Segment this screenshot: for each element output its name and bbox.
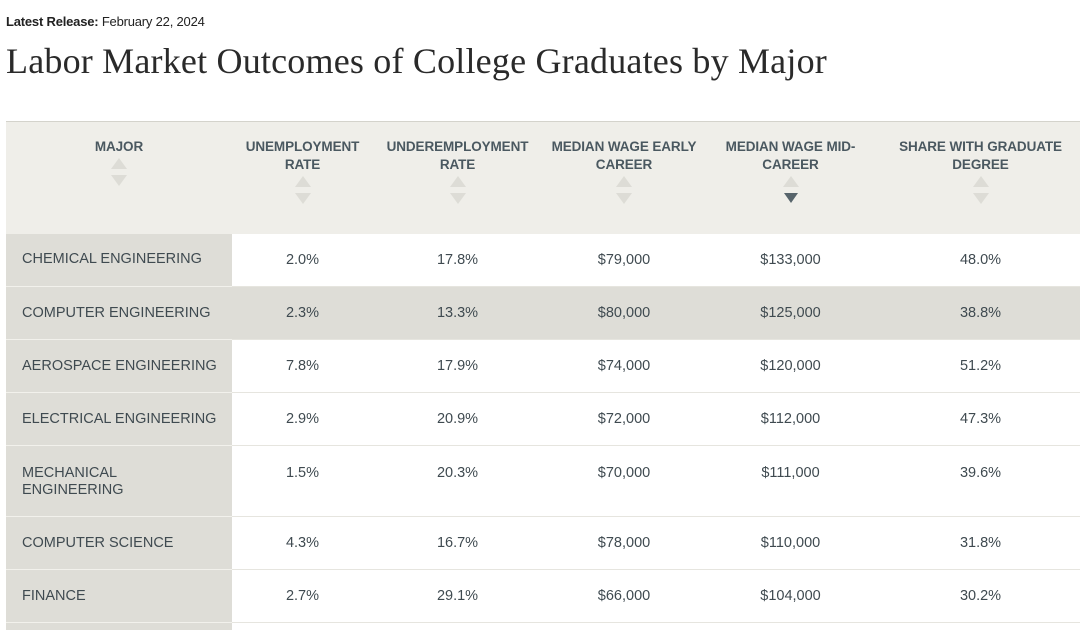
column-header-label: UNEMPLOYMENT RATE	[245, 139, 360, 172]
underemployment-rate-cell: 20.3%	[373, 445, 542, 517]
median-wage-mid-cell: $133,000	[706, 233, 875, 287]
unemployment-rate-cell: 2.3%	[232, 286, 373, 340]
major-cell: ELECTRICAL ENGINEERING	[6, 392, 232, 446]
column-header-label: UNDEREMPLOYMENT RATE	[386, 139, 529, 172]
median-wage-early-cell: $78,000	[542, 516, 706, 570]
major-cell: MECHANICAL ENGINEERING	[6, 445, 232, 517]
latest-release-date: February 22, 2024	[101, 14, 205, 29]
unemployment-rate-cell: 2.9%	[232, 392, 373, 446]
table-row[interactable]: COMPUTER ENGINEERING 2.3% 13.3% $80,000 …	[6, 286, 1080, 340]
sort-ascending-icon[interactable]	[111, 158, 127, 169]
empty-cell	[542, 622, 706, 630]
table-row[interactable]: COMPUTER SCIENCE 4.3% 16.7% $78,000 $110…	[6, 516, 1080, 570]
sort-control[interactable]	[449, 176, 466, 204]
underemployment-rate-cell: 13.3%	[373, 286, 542, 340]
sort-ascending-icon[interactable]	[294, 176, 311, 187]
column-header-label: MAJOR	[94, 139, 144, 154]
median-wage-early-cell: $74,000	[542, 339, 706, 393]
column-header-median-wage-mid-career[interactable]: MEDIAN WAGE MID-CAREER	[706, 121, 875, 234]
column-header-major[interactable]: MAJOR	[6, 121, 232, 234]
table-header-row: MAJOR UNEMPLOYMENT RATE UNDEREMPLOYMENT …	[6, 121, 1080, 234]
outcomes-table: MAJOR UNEMPLOYMENT RATE UNDEREMPLOYMENT …	[6, 121, 1080, 630]
major-cell	[6, 622, 232, 630]
underemployment-rate-cell: 20.9%	[373, 392, 542, 446]
column-header-underemployment-rate[interactable]: UNDEREMPLOYMENT RATE	[373, 121, 542, 234]
sort-ascending-icon[interactable]	[972, 176, 989, 187]
median-wage-early-cell: $80,000	[542, 286, 706, 340]
major-cell: COMPUTER ENGINEERING	[6, 286, 232, 340]
major-cell: FINANCE	[6, 569, 232, 623]
empty-cell	[232, 622, 373, 630]
median-wage-mid-cell: $104,000	[706, 569, 875, 623]
median-wage-mid-cell: $125,000	[706, 286, 875, 340]
sort-control[interactable]	[972, 176, 989, 204]
sort-descending-icon[interactable]	[449, 193, 466, 204]
sort-control[interactable]	[294, 176, 311, 204]
sort-descending-icon[interactable]	[783, 193, 798, 203]
graduate-degree-share-cell: 48.0%	[875, 233, 1080, 287]
unemployment-rate-cell: 4.3%	[232, 516, 373, 570]
underemployment-rate-cell: 16.7%	[373, 516, 542, 570]
column-header-label: MEDIAN WAGE EARLY CAREER	[551, 139, 697, 172]
table-row[interactable]: CHEMICAL ENGINEERING 2.0% 17.8% $79,000 …	[6, 233, 1080, 287]
table-row[interactable]: AEROSPACE ENGINEERING 7.8% 17.9% $74,000…	[6, 339, 1080, 393]
median-wage-mid-cell: $110,000	[706, 516, 875, 570]
graduate-degree-share-cell: 47.3%	[875, 392, 1080, 446]
underemployment-rate-cell: 29.1%	[373, 569, 542, 623]
graduate-degree-share-cell: 38.8%	[875, 286, 1080, 340]
graduate-degree-share-cell: 51.2%	[875, 339, 1080, 393]
major-cell: AEROSPACE ENGINEERING	[6, 339, 232, 393]
sort-descending-icon[interactable]	[616, 193, 632, 204]
sort-control[interactable]	[616, 176, 632, 204]
sort-ascending-icon[interactable]	[616, 176, 632, 187]
unemployment-rate-cell: 2.7%	[232, 569, 373, 623]
median-wage-mid-cell: $111,000	[706, 445, 875, 517]
latest-release: Latest Release: February 22, 2024	[6, 14, 205, 29]
sort-control[interactable]	[111, 158, 127, 186]
sort-ascending-icon[interactable]	[449, 176, 466, 187]
underemployment-rate-cell: 17.9%	[373, 339, 542, 393]
table-row[interactable]: MECHANICAL ENGINEERING 1.5% 20.3% $70,00…	[6, 445, 1080, 517]
underemployment-rate-cell: 17.8%	[373, 233, 542, 287]
median-wage-mid-cell: $120,000	[706, 339, 875, 393]
column-header-share-graduate-degree[interactable]: SHARE WITH GRADUATE DEGREE	[875, 121, 1080, 234]
outcomes-table-container: MAJOR UNEMPLOYMENT RATE UNDEREMPLOYMENT …	[6, 121, 1080, 630]
major-cell: COMPUTER SCIENCE	[6, 516, 232, 570]
unemployment-rate-cell: 1.5%	[232, 445, 373, 517]
column-header-unemployment-rate[interactable]: UNEMPLOYMENT RATE	[232, 121, 373, 234]
sort-control[interactable]	[782, 176, 799, 203]
median-wage-early-cell: $70,000	[542, 445, 706, 517]
major-cell: CHEMICAL ENGINEERING	[6, 233, 232, 287]
sort-ascending-icon[interactable]	[782, 176, 799, 187]
table-row[interactable]: ELECTRICAL ENGINEERING 2.9% 20.9% $72,00…	[6, 392, 1080, 446]
sort-descending-icon[interactable]	[111, 175, 127, 186]
table-row[interactable]: FINANCE 2.7% 29.1% $66,000 $104,000 30.2…	[6, 569, 1080, 623]
empty-cell	[373, 622, 542, 630]
median-wage-early-cell: $79,000	[542, 233, 706, 287]
median-wage-early-cell: $72,000	[542, 392, 706, 446]
unemployment-rate-cell: 2.0%	[232, 233, 373, 287]
graduate-degree-share-cell: 39.6%	[875, 445, 1080, 517]
empty-cell	[706, 622, 875, 630]
median-wage-early-cell: $66,000	[542, 569, 706, 623]
table-row-partial	[6, 622, 1080, 630]
unemployment-rate-cell: 7.8%	[232, 339, 373, 393]
page-title: Labor Market Outcomes of College Graduat…	[6, 41, 827, 81]
median-wage-mid-cell: $112,000	[706, 392, 875, 446]
graduate-degree-share-cell: 30.2%	[875, 569, 1080, 623]
sort-descending-icon[interactable]	[972, 193, 989, 204]
sort-descending-icon[interactable]	[294, 193, 311, 204]
empty-cell	[875, 622, 1080, 630]
column-header-median-wage-early-career[interactable]: MEDIAN WAGE EARLY CAREER	[542, 121, 706, 234]
column-header-label: MEDIAN WAGE MID-CAREER	[725, 139, 856, 172]
graduate-degree-share-cell: 31.8%	[875, 516, 1080, 570]
column-header-label: SHARE WITH GRADUATE DEGREE	[899, 139, 1062, 172]
latest-release-label: Latest Release:	[6, 14, 99, 29]
